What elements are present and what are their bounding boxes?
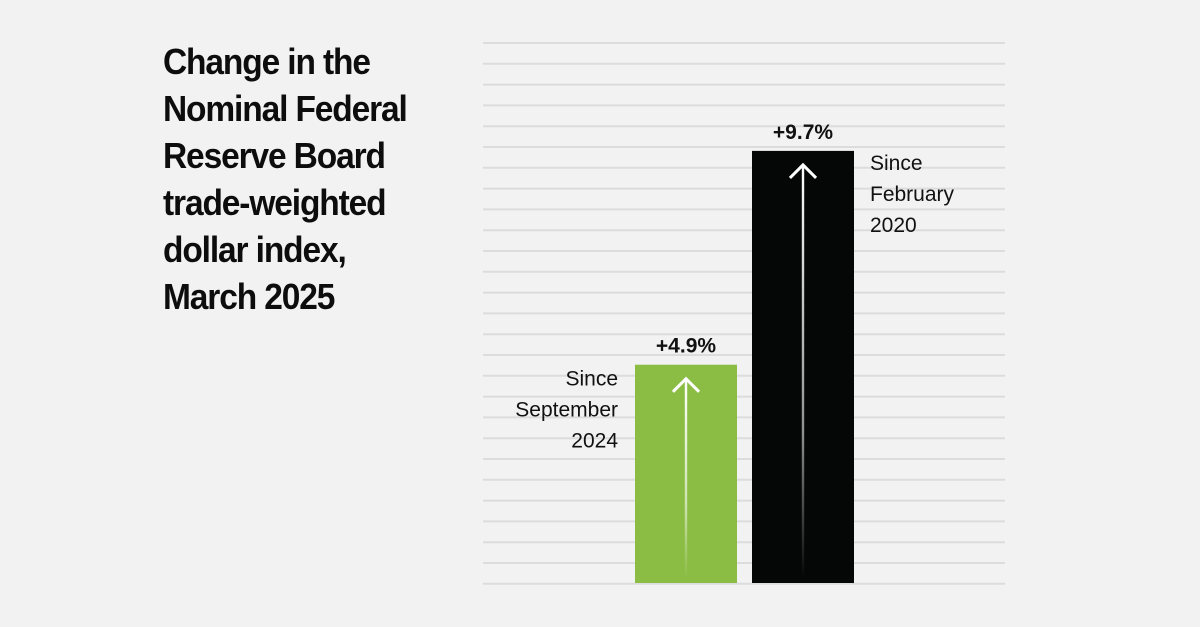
up-arrow-icon [788,162,818,578]
bars-group [635,150,854,583]
gridlines [483,42,1005,585]
up-arrow-icon [671,376,701,578]
arrow-head [788,162,818,180]
labels-group: +4.9% Since September 2024 +9.7% Since Februar… [515,121,954,453]
arrow-shaft [684,379,688,578]
category-label: Since February 2020 [870,152,955,237]
chart-title: Change in the Nominal Federal Reserve Bo… [163,41,408,317]
value-label: +4.9% [656,335,716,358]
arrow-head [671,376,701,393]
category-label: Since September 2024 [515,368,618,453]
arrow-shaft [801,165,805,578]
value-label: +9.7% [773,121,833,144]
